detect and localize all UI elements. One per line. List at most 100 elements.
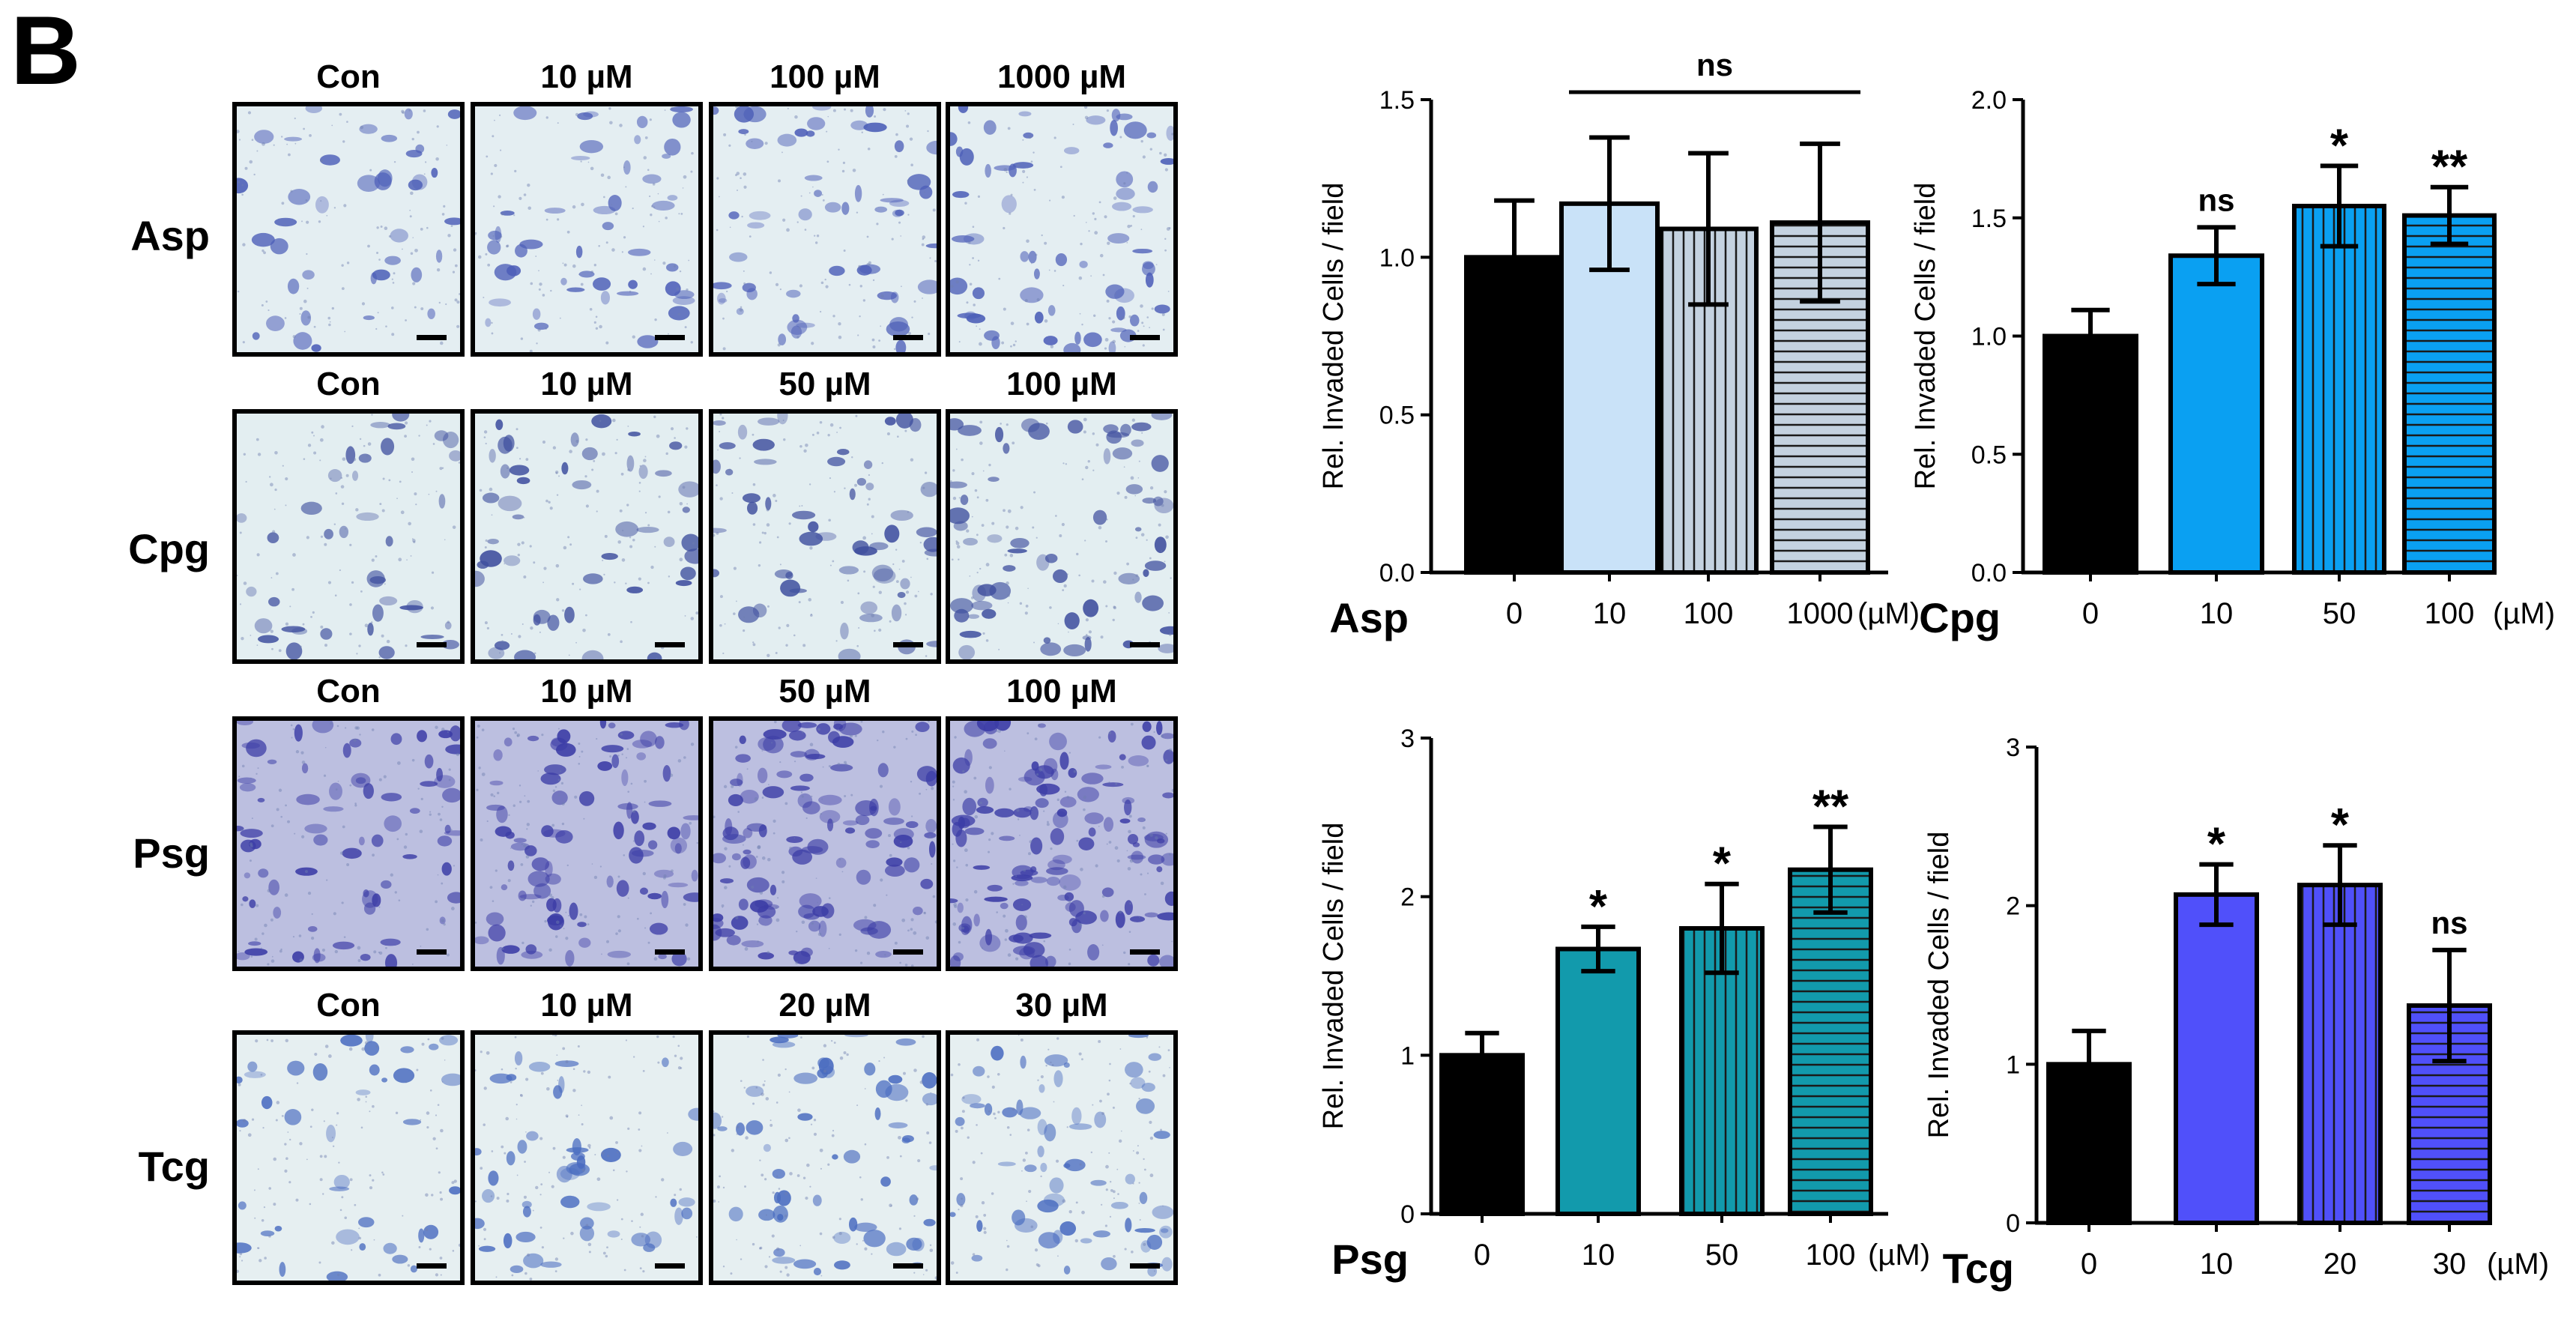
group-label: Asp: [1329, 594, 1409, 641]
group-label: Cpg: [1919, 594, 2001, 641]
unit-label: (µM): [2493, 597, 2555, 630]
scale-bar: [893, 1263, 923, 1269]
scale-bar: [655, 642, 685, 647]
x-tick-label: 50: [1705, 1239, 1739, 1272]
condition-label: 20 µM: [778, 987, 871, 1024]
scale-bar: [417, 335, 447, 340]
scale-bar: [417, 642, 447, 647]
condition-label: 50 µM: [778, 673, 871, 710]
y-axis-label: Rel. Invaded Cells / field: [1910, 183, 1941, 490]
bar: [2168, 253, 2264, 575]
condition-label: Con: [316, 366, 381, 402]
scale-bar: [1130, 642, 1160, 647]
bar: [2402, 213, 2497, 575]
bracket-label: ns: [1696, 47, 1733, 82]
stained-cells: [475, 721, 698, 967]
scale-bar: [893, 949, 923, 955]
y-tick-label: 0: [2006, 1209, 2020, 1238]
condition-label: 1000 µM: [997, 58, 1127, 95]
y-tick-label: 3: [1400, 725, 1415, 753]
row-label-tcg: Tcg: [138, 1143, 210, 1190]
significance-label: *: [1589, 881, 1608, 933]
significance-label: *: [2207, 819, 2226, 871]
group-label: Tcg: [1943, 1245, 2014, 1292]
y-tick-label: 2: [1400, 883, 1415, 912]
y-axis-label: Rel. Invaded Cells / field: [1318, 183, 1349, 490]
micrograph-cpg-1: [471, 409, 703, 664]
scale-bar: [893, 335, 923, 340]
condition-label: 10 µM: [540, 58, 633, 95]
stained-cells: [713, 1035, 937, 1280]
x-tick-label: 10: [1593, 597, 1627, 630]
chart-tcg: 0 * 10 * 20 ns 30 0 1 2 3 Rel. Invaded Cells / fiel…: [1923, 734, 2549, 1292]
x-tick-label: 20: [2323, 1248, 2357, 1281]
y-tick-label: 2.0: [1971, 86, 2007, 115]
x-tick-label: 100: [1684, 597, 1734, 630]
micrograph-asp-0: [232, 102, 465, 357]
significance-label: *: [1713, 838, 1732, 890]
stained-cells: [475, 414, 698, 659]
micrograph-psg-1: [471, 716, 703, 971]
x-tick-label: 0: [1474, 1239, 1490, 1272]
micrograph-cpg-0: [232, 409, 465, 664]
y-tick-label: 3: [2006, 734, 2020, 762]
y-tick-label: 0.0: [1971, 559, 2007, 587]
bar: [1788, 867, 1873, 1217]
significance-label: *: [2330, 120, 2349, 172]
scale-bar: [1130, 1263, 1160, 1269]
unit-label: (µM): [1868, 1239, 1930, 1272]
unit-label: (µM): [1857, 597, 1920, 630]
condition-label: 10 µM: [540, 987, 633, 1024]
condition-label: Con: [316, 58, 381, 95]
stained-cells: [950, 721, 1173, 967]
scale-bar: [1130, 949, 1160, 955]
stained-cells: [475, 106, 695, 352]
micrograph-psg-0: [232, 716, 465, 971]
stained-cells: [237, 1035, 460, 1281]
stained-cells: [950, 414, 1173, 659]
y-tick-label: 1.0: [1971, 323, 2007, 351]
y-tick-label: 1: [1400, 1042, 1415, 1070]
micrograph-asp-1: [471, 102, 703, 357]
y-tick-label: 1.5: [1379, 86, 1415, 115]
y-tick-label: 1.0: [1379, 244, 1415, 272]
significance-label: **: [2431, 142, 2468, 193]
row-label-asp: Asp: [130, 212, 210, 259]
condition-label: Con: [316, 987, 381, 1024]
condition-label: 50 µM: [778, 366, 871, 402]
x-tick-label: 100: [2425, 597, 2475, 630]
stained-cells: [713, 414, 937, 659]
stained-cells: [950, 106, 1173, 352]
chart-cpg: 0 ns 10 * 50 ** 100 0.0 0.5 1.0 1.5 2.0 Rel. Invaded…: [1910, 86, 2555, 641]
x-tick-label: 10: [1582, 1239, 1615, 1272]
x-tick-label: 30: [2433, 1248, 2467, 1281]
y-axis-label: Rel. Invaded Cells / field: [1318, 823, 1349, 1130]
x-tick-label: 10: [2200, 1248, 2234, 1281]
scale-bar: [655, 1263, 685, 1269]
group-label: Psg: [1331, 1236, 1409, 1283]
bar: [2043, 333, 2138, 575]
x-tick-label: 100: [1806, 1239, 1856, 1272]
bar: [2292, 203, 2386, 575]
y-tick-label: 0.5: [1379, 402, 1415, 430]
x-tick-label: 50: [2323, 597, 2356, 630]
significance-label: ns: [2198, 182, 2234, 217]
condition-label: 30 µM: [1015, 987, 1108, 1024]
chart-psg: 0 * 10 * 50 ** 100 0 1 2 3 Rel. Invaded Cells / fie…: [1318, 725, 1930, 1283]
stained-cells: [713, 106, 937, 352]
micrograph-tcg-0: [232, 1030, 465, 1285]
y-tick-label: 1: [2006, 1051, 2020, 1079]
significance-label: *: [2331, 799, 2350, 851]
stained-cells: [713, 721, 937, 967]
scale-bar: [655, 949, 685, 955]
unit-label: (µM): [2487, 1248, 2549, 1281]
y-tick-label: 0.0: [1379, 559, 1415, 587]
y-tick-label: 0.5: [1971, 441, 2007, 469]
condition-label: 10 µM: [540, 673, 633, 710]
bar: [1555, 946, 1641, 1217]
scale-bar: [417, 949, 447, 955]
scale-bar: [655, 335, 685, 340]
stained-cells: [950, 1035, 1173, 1277]
chart-asp: 0 10 100 1000 ns 0.0 0.5 1.0 1.5 Rel. Invaded Cel…: [1318, 47, 1920, 641]
